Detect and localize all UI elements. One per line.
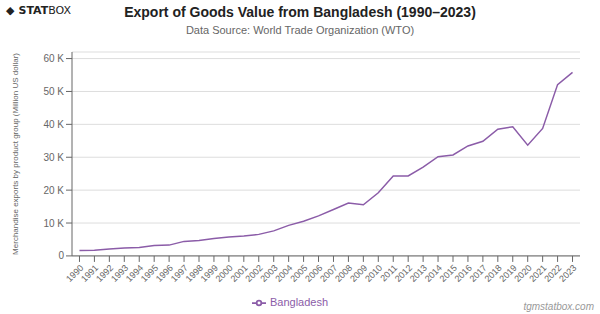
svg-text:60 K: 60 K bbox=[43, 53, 64, 64]
html-text:Bangladesh: Bangladesh bbox=[269, 295, 328, 308]
svg-text:2012: 2012 bbox=[392, 262, 415, 284]
svg-text:2006: 2006 bbox=[303, 262, 325, 284]
svg-text:10 K: 10 K bbox=[43, 218, 64, 229]
svg-text:1992: 1992 bbox=[94, 262, 116, 284]
svg-text:2016: 2016 bbox=[452, 262, 474, 284]
svg-text:2020: 2020 bbox=[512, 262, 534, 284]
svg-text:1998: 1998 bbox=[183, 262, 205, 284]
svg-text:0: 0 bbox=[58, 250, 64, 261]
svg-text:2019: 2019 bbox=[497, 262, 519, 284]
svg-text:2007: 2007 bbox=[318, 262, 340, 284]
svg-text:1993: 1993 bbox=[109, 262, 131, 284]
svg-text:1999: 1999 bbox=[198, 262, 220, 284]
html-text:tgmstatbox.com: tgmstatbox.com bbox=[523, 301, 594, 312]
svg-text:2017: 2017 bbox=[467, 262, 489, 284]
svg-text:2008: 2008 bbox=[333, 262, 355, 284]
svg-text:2004: 2004 bbox=[273, 262, 295, 284]
svg-text:2021: 2021 bbox=[527, 262, 549, 284]
svg-text:1997: 1997 bbox=[168, 262, 190, 284]
svg-text:2009: 2009 bbox=[348, 262, 370, 284]
svg-text:2010: 2010 bbox=[363, 262, 385, 284]
svg-text:Merchandise exports by product: Merchandise exports by product group (Mi… bbox=[11, 53, 20, 255]
html-text:Data Source: World Trade Organ: Data Source: World Trade Organization (W… bbox=[185, 24, 415, 36]
svg-text:2011: 2011 bbox=[378, 262, 400, 284]
html-text:◆ STAT BOX: ◆ STAT BOX bbox=[6, 4, 71, 17]
svg-text:2003: 2003 bbox=[258, 262, 280, 284]
svg-text:2022: 2022 bbox=[542, 262, 564, 284]
svg-text:2013: 2013 bbox=[407, 262, 430, 284]
svg-text:1995: 1995 bbox=[138, 262, 161, 284]
svg-text:20 K: 20 K bbox=[43, 185, 64, 196]
svg-text:1996: 1996 bbox=[153, 262, 176, 284]
svg-text:1994: 1994 bbox=[123, 262, 146, 284]
svg-text:2023: 2023 bbox=[557, 263, 578, 284]
svg-text:2005: 2005 bbox=[288, 262, 310, 284]
svg-text:40 K: 40 K bbox=[43, 119, 64, 130]
svg-text:2001: 2001 bbox=[228, 262, 250, 284]
svg-text:50 K: 50 K bbox=[43, 86, 64, 97]
svg-text:1990: 1990 bbox=[64, 262, 86, 284]
svg-text:30 K: 30 K bbox=[43, 152, 64, 163]
svg-text:1991: 1991 bbox=[79, 262, 101, 284]
svg-text:2000: 2000 bbox=[213, 262, 235, 284]
svg-text:2002: 2002 bbox=[243, 262, 265, 284]
svg-text:2014: 2014 bbox=[422, 262, 444, 284]
svg-text:2015: 2015 bbox=[437, 262, 459, 284]
html-text:Export of Goods Value from Ban: Export of Goods Value from Bangladesh (1… bbox=[124, 4, 476, 20]
svg-text:2018: 2018 bbox=[482, 262, 504, 284]
